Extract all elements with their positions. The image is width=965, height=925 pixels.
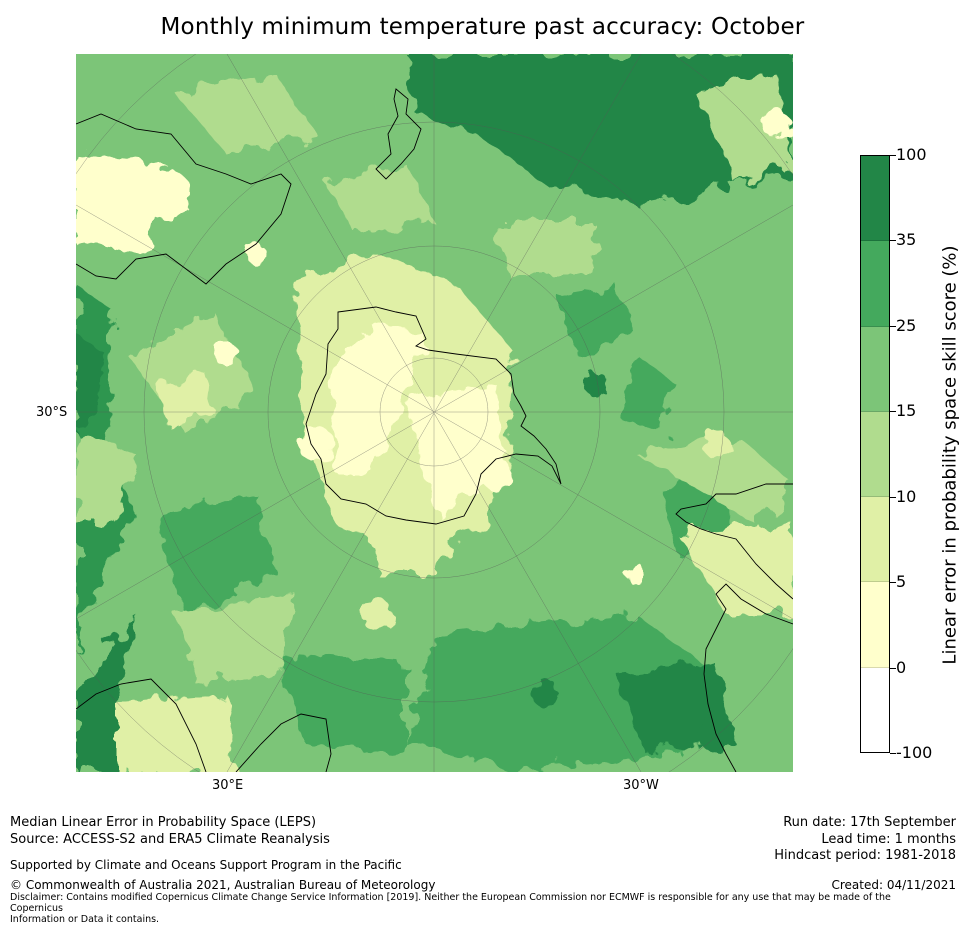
coastlines (76, 88, 793, 772)
footer-disclaimer-line-2: Information or Data it contains. (10, 914, 160, 925)
colorbar-tick-label: -100 (896, 743, 933, 762)
colorbar-tick-label: 100 (896, 145, 927, 164)
colorbar-tick-label: 25 (896, 316, 917, 335)
colorbar-bin-3 (861, 411, 889, 498)
colorbar-tick (890, 155, 896, 156)
colorbar-tick (890, 240, 896, 241)
colorbar-tick (890, 497, 896, 498)
footer-disclaimer-line-1: Disclaimer: Contains modified Copernicus… (10, 892, 891, 914)
coastline-south-america (675, 483, 793, 772)
colorbar-bin-5 (861, 582, 889, 668)
graticule (76, 54, 793, 772)
field-low-skill (76, 74, 793, 772)
coastline-new-zealand (375, 88, 422, 180)
skill-score-field (76, 54, 793, 772)
footer-support: Supported by Climate and Oceans Support … (10, 858, 402, 872)
colorbar-tick (890, 411, 896, 412)
colorbar-tick (890, 668, 896, 669)
footer-run-date: Run date: 17th September (783, 815, 956, 830)
lon-label-30w: 30°W (623, 778, 659, 793)
colorbar-bin-6 (861, 667, 889, 752)
colorbar-tick (890, 326, 896, 327)
coastline-africa (76, 678, 332, 772)
coastline-antarctica (305, 306, 562, 525)
footer-created: Created: 04/11/2021 (831, 878, 956, 892)
footer-copyright: © Commonwealth of Australia 2021, Austra… (10, 878, 436, 892)
colorbar-bin-2 (861, 326, 889, 412)
polar-map (76, 54, 793, 772)
colorbar-bin-0 (861, 156, 889, 242)
footer-leps: Median Linear Error in Probability Space… (10, 815, 317, 830)
colorbar-tick-label: 10 (896, 487, 917, 506)
lon-label-30e: 30°E (212, 778, 244, 793)
colorbar-axis-label: Linear error in probability space skill … (939, 245, 961, 665)
colorbar (860, 155, 890, 753)
footer-disclaimer: Disclaimer: Contains modified Copernicus… (10, 892, 940, 925)
map-title: Monthly minimum temperature past accurac… (160, 14, 805, 40)
colorbar-bin-1 (861, 241, 889, 327)
footer-hindcast: Hindcast period: 1981-2018 (774, 848, 956, 863)
colorbar-tick (890, 582, 896, 583)
field-speckle (141, 110, 790, 752)
lat-label-30s: 30°S (36, 405, 68, 420)
colorbar-tick-label: 0 (896, 658, 907, 677)
colorbar-tick-label: 35 (896, 230, 917, 249)
colorbar-bin-4 (861, 497, 889, 583)
colorbar-tick-label: 5 (896, 572, 907, 591)
footer-lead-time: Lead time: 1 months (821, 832, 956, 847)
colorbar-tick (890, 753, 896, 754)
coastline-australia (76, 113, 292, 285)
colorbar-tick-label: 15 (896, 401, 917, 420)
footer-source: Source: ACCESS-S2 and ERA5 Climate Reana… (10, 832, 330, 847)
